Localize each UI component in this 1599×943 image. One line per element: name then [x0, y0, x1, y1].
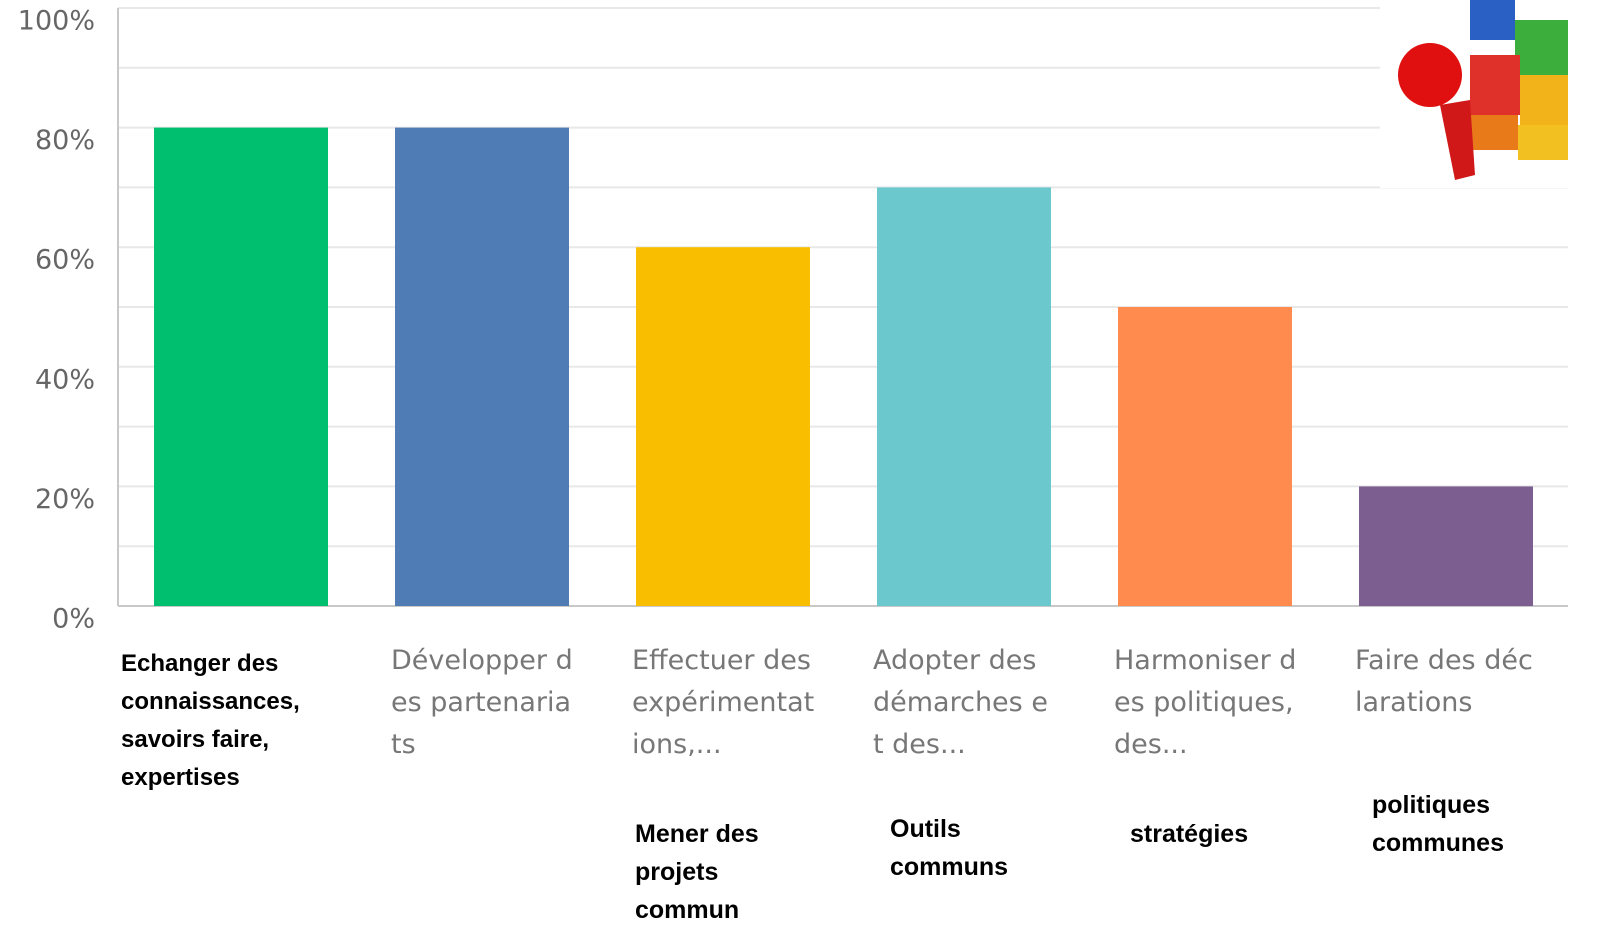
chart: 0% 20% 40% 60% 80% 100%: [0, 0, 1599, 943]
y-tick-label: 40%: [35, 364, 95, 395]
x-tick-label: Faire des déclarations: [1355, 640, 1540, 724]
y-tick-label: 100%: [18, 6, 95, 37]
x-tick-label: Effectuer des expérimentations,...: [632, 640, 817, 766]
x-tick-label: Adopter des démarches et des...: [873, 640, 1058, 766]
page: 0%20%40%60%80%100% (() => { const data =…: [0, 0, 1599, 943]
bar: [1118, 307, 1292, 606]
x-tick-label: Harmoniser des politiques, des...: [1114, 640, 1299, 766]
y-tick-label: 20%: [35, 484, 95, 515]
y-tick-label: 80%: [35, 125, 95, 156]
bar: [154, 128, 328, 606]
annotation: Outils communs: [890, 810, 1030, 886]
annotation: politiques communes: [1372, 786, 1532, 862]
annotation: stratégies: [1130, 815, 1290, 853]
bar: [877, 187, 1051, 606]
x-tick-label: Echanger des connaissances, savoirs fair…: [121, 645, 321, 797]
y-tick-label: 60%: [35, 245, 95, 276]
bar: [1359, 486, 1533, 606]
y-tick-label: 0%: [52, 604, 95, 635]
bar: [636, 247, 810, 606]
x-tick-label: Développer des partenariats: [391, 640, 576, 766]
bar: [395, 128, 569, 606]
annotation: Mener des projets commun: [635, 815, 785, 929]
